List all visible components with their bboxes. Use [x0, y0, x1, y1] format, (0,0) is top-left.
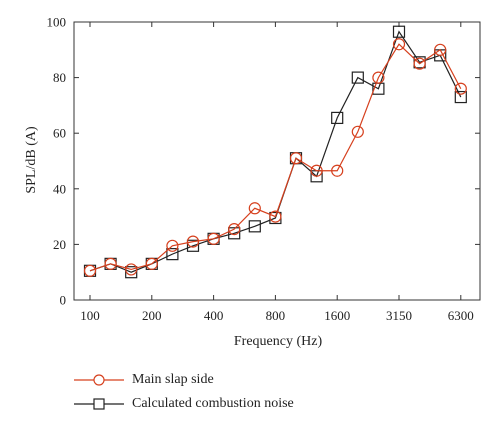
legend-marker	[93, 374, 105, 386]
data-point-square	[331, 111, 344, 125]
x-tick-label: 200	[142, 308, 162, 323]
data-point-circle	[392, 38, 406, 51]
legend-label: Calculated combustion noise	[132, 396, 294, 411]
y-tick-label: 100	[47, 15, 67, 30]
data-point-square	[248, 220, 261, 233]
series-main-slap-side	[83, 38, 467, 277]
series-layer	[83, 25, 467, 279]
y-tick-label: 80	[53, 70, 66, 85]
legend: Main slap side Calculated combustion noi…	[74, 368, 294, 416]
data-point-circle	[310, 164, 323, 177]
legend-item-main-slap-side: Main slap side	[74, 368, 294, 392]
data-point-circle	[454, 82, 467, 95]
x-tick-label: 6300	[448, 308, 474, 323]
data-point-circle	[186, 235, 200, 248]
data-point-square	[186, 239, 200, 252]
legend-item-calculated-combustion-noise: Calculated combustion noise	[74, 392, 294, 416]
data-point-circle	[434, 43, 447, 56]
y-axis: 0 20 40 60 80 100	[47, 15, 480, 308]
x-tick-label: 3150	[386, 308, 412, 323]
plot-frame	[73, 21, 481, 301]
data-point-circle	[83, 264, 97, 277]
legend-label: Main slap side	[132, 372, 214, 387]
x-tick-label: 100	[80, 308, 100, 323]
x-tick-label: 1600	[324, 308, 350, 323]
data-point-square	[125, 266, 138, 279]
series-line	[89, 30, 462, 273]
series-line	[89, 43, 462, 272]
data-point-square	[351, 71, 364, 84]
data-point-circle	[248, 202, 261, 215]
data-point-square	[392, 25, 406, 38]
data-point-circle	[331, 164, 344, 177]
data-point-circle	[228, 223, 241, 236]
series-calculated-combustion-noise	[83, 25, 467, 279]
data-point-circle	[413, 57, 426, 70]
plot-border	[73, 21, 481, 301]
y-tick-label: 0	[60, 293, 67, 308]
data-point-circle	[289, 152, 303, 165]
y-axis-title: SPL/dB (A)	[24, 126, 39, 194]
data-point-circle	[372, 71, 385, 84]
x-axis: 100 200 400 800 1600 3150 6300	[80, 22, 474, 323]
data-point-circle	[351, 125, 364, 138]
data-point-circle	[104, 257, 117, 270]
data-point-circle	[207, 232, 220, 245]
y-tick-label: 20	[53, 237, 66, 252]
data-point-circle	[269, 210, 282, 223]
data-point-square	[228, 227, 241, 240]
x-axis-title: Frequency (Hz)	[234, 334, 323, 349]
data-point-square	[166, 248, 179, 261]
y-tick-label: 60	[53, 126, 66, 141]
data-point-square	[454, 90, 467, 104]
legend-marker	[93, 398, 105, 410]
x-tick-label: 400	[204, 308, 224, 323]
data-point-circle	[166, 239, 179, 252]
legend-swatch-square-icon	[74, 398, 124, 410]
data-point-circle	[125, 263, 138, 276]
data-point-circle	[145, 257, 158, 270]
legend-swatch-circle-icon	[74, 374, 124, 386]
x-tick-label: 800	[266, 308, 286, 323]
y-tick-label: 40	[53, 181, 66, 196]
